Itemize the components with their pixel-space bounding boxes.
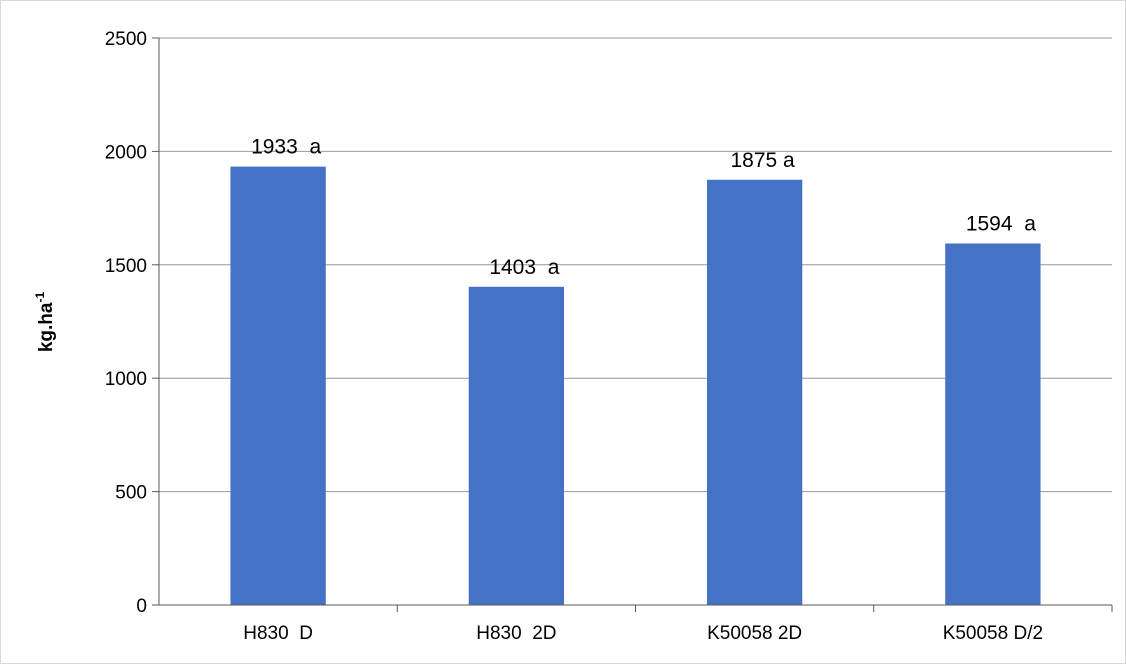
data-label: 1403 a xyxy=(489,256,559,279)
y-tick-labels: 0 500 1000 1500 2000 2500 xyxy=(105,29,147,617)
y-tick-label: 1000 xyxy=(105,369,147,390)
data-label: 1875 a xyxy=(731,149,796,172)
bar xyxy=(468,286,565,605)
x-tick-label: K50058 2D xyxy=(707,623,802,644)
x-tick-label: H830 2D xyxy=(476,623,556,644)
data-labels: 1933 a 1403 a 1875 a 1594 a xyxy=(251,136,1036,279)
bars xyxy=(230,166,1041,606)
bar xyxy=(230,166,326,606)
x-tick-label: H830 D xyxy=(243,623,313,644)
bar xyxy=(706,179,803,605)
y-axis-title-superscript: -1 xyxy=(33,292,47,303)
axes xyxy=(158,38,1113,612)
y-axis-title-main: kg.ha xyxy=(36,302,57,352)
bar xyxy=(945,243,1041,605)
data-label: 1933 a xyxy=(251,136,321,159)
y-tick-label: 500 xyxy=(115,483,147,504)
x-tick-labels: H830 D H830 2D K50058 2D K50058 D/2 xyxy=(243,623,1043,644)
y-tick-label: 2000 xyxy=(105,142,147,163)
y-tick-label: 1500 xyxy=(105,256,147,277)
x-tick-label: K50058 D/2 xyxy=(943,623,1043,644)
y-tick-label: 2500 xyxy=(105,29,147,50)
data-label: 1594 a xyxy=(966,212,1036,235)
y-axis-title: kg.ha-1 xyxy=(33,292,57,353)
y-tick-label: 0 xyxy=(136,596,147,617)
